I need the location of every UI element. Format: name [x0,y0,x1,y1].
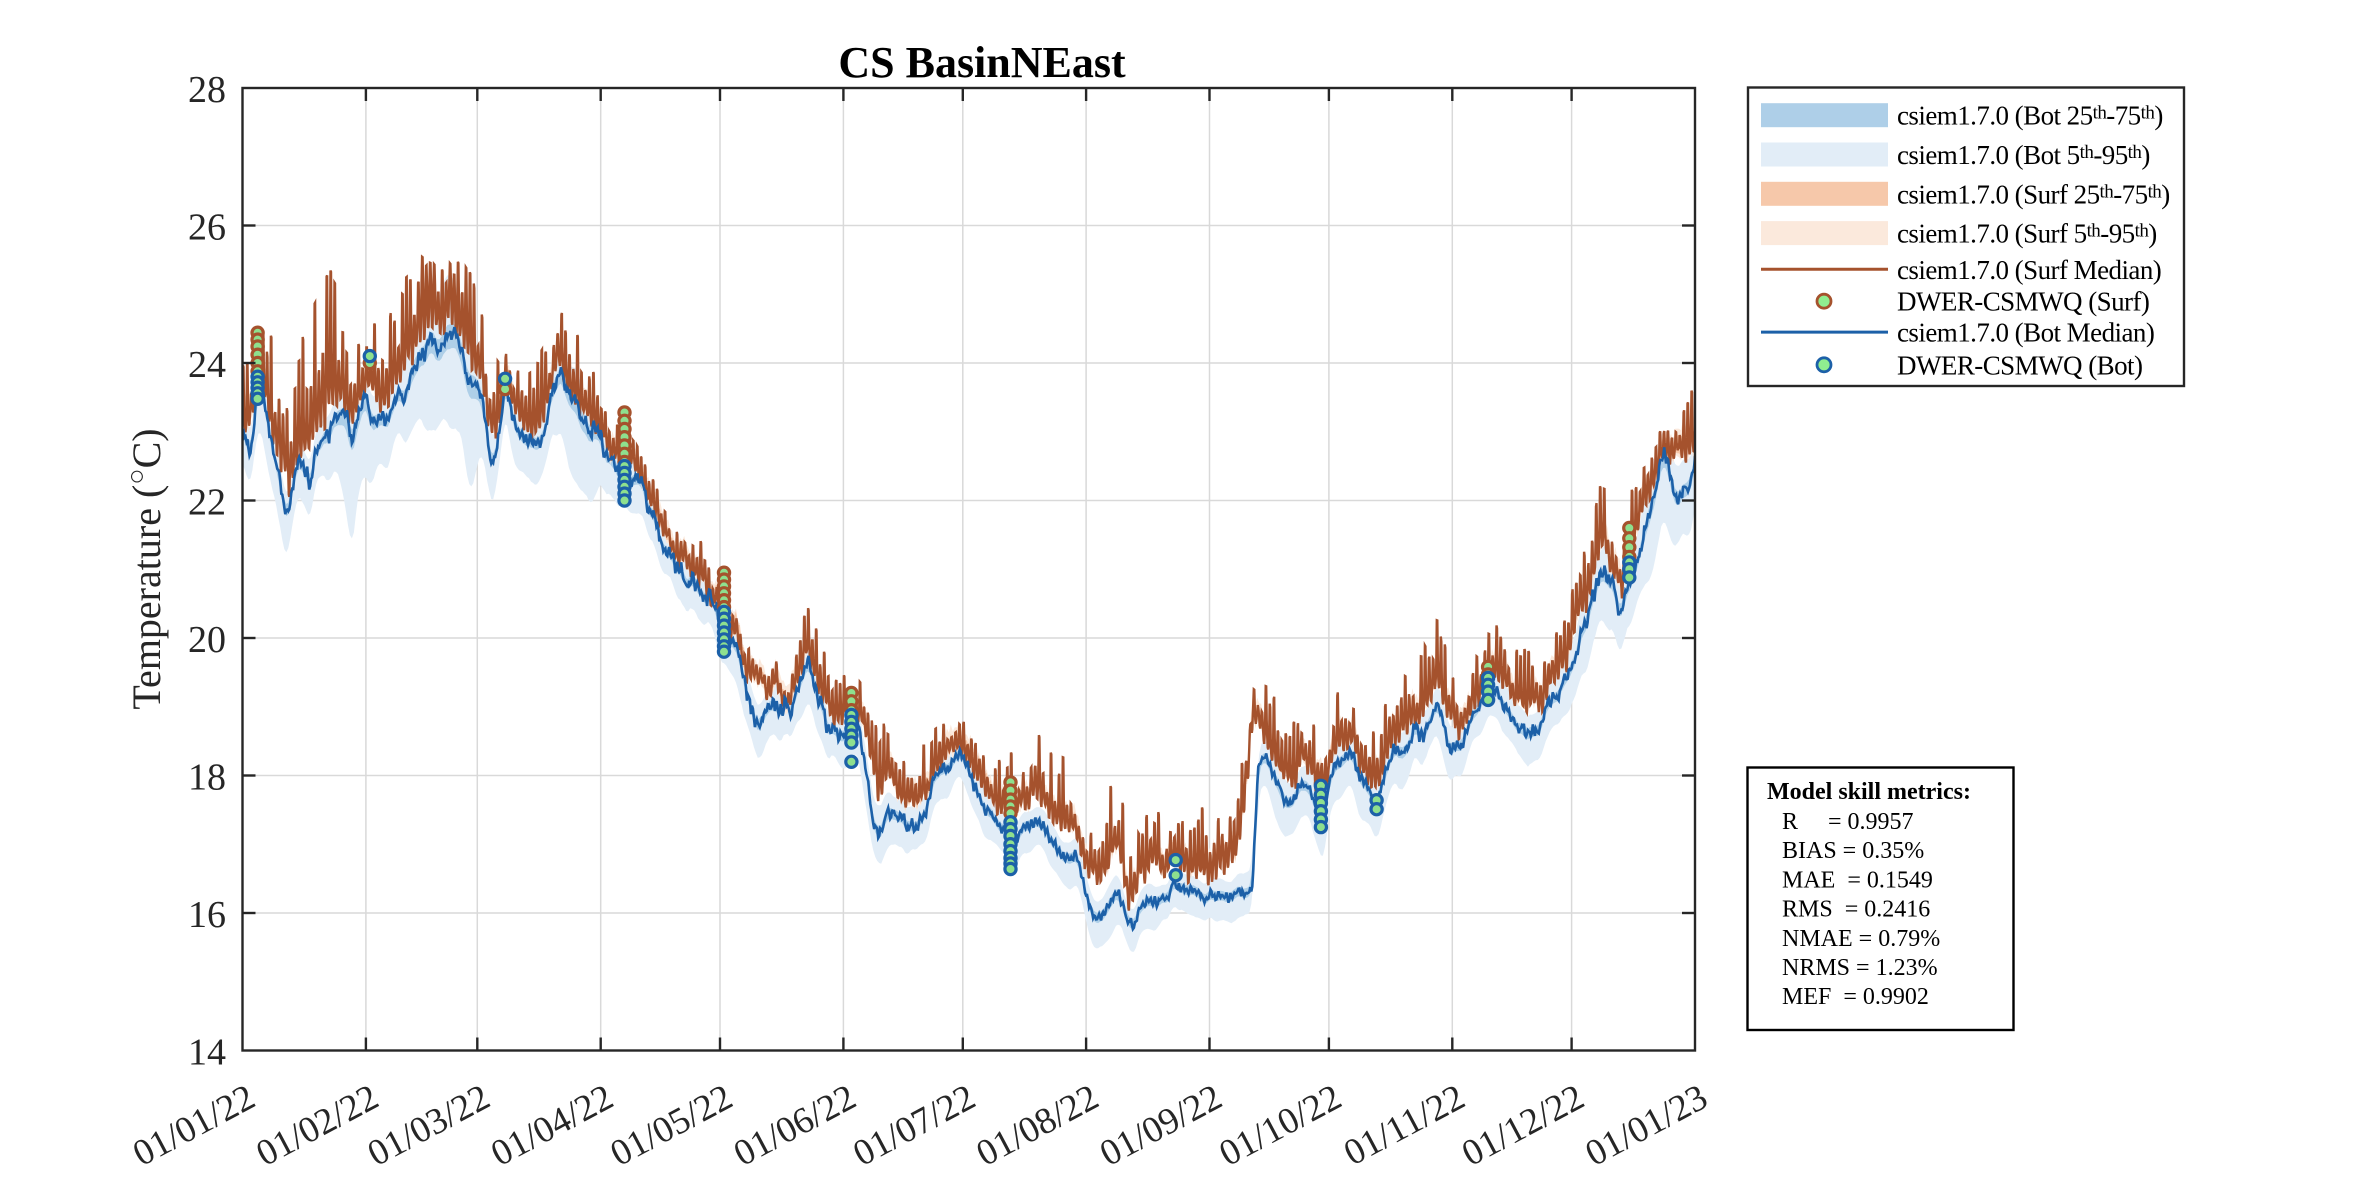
svg-text:CS BasinNEast: CS BasinNEast [838,38,1126,87]
svg-text:BIAS = 0.35%: BIAS = 0.35% [1782,838,1924,864]
svg-text:14: 14 [188,1032,226,1074]
svg-text:csiem1.7.0 (Bot Median): csiem1.7.0 (Bot Median) [1897,318,2154,348]
svg-text:DWER-CSMWQ (Surf): DWER-CSMWQ (Surf) [1897,287,2149,317]
svg-text:R = 0.9957: R = 0.9957 [1782,809,1914,835]
svg-text:NMAE = 0.79%: NMAE = 0.79% [1782,926,1940,952]
svg-text:20: 20 [188,619,226,661]
svg-text:NRMS = 1.23%: NRMS = 1.23% [1782,955,1938,981]
svg-text:MEF = 0.9902: MEF = 0.9902 [1782,984,1929,1010]
svg-text:csiem1.7.0 (Surf Median): csiem1.7.0 (Surf Median) [1897,255,2161,285]
svg-text:csiem1.7.0 (Bot 5th-95th): csiem1.7.0 (Bot 5th-95th) [1897,140,2150,170]
svg-text:28: 28 [188,69,226,111]
svg-text:16: 16 [188,894,226,936]
svg-text:RMS = 0.2416: RMS = 0.2416 [1782,897,1930,923]
svg-text:csiem1.7.0 (Bot 25th-75th): csiem1.7.0 (Bot 25th-75th) [1897,101,2163,131]
svg-text:24: 24 [188,344,226,386]
svg-text:MAE = 0.1549: MAE = 0.1549 [1782,867,1933,893]
svg-text:csiem1.7.0 (Surf 5th-95th): csiem1.7.0 (Surf 5th-95th) [1897,219,2157,249]
svg-text:22: 22 [188,482,226,524]
svg-text:Model skill metrics:: Model skill metrics: [1767,779,1971,805]
svg-text:DWER-CSMWQ (Bot): DWER-CSMWQ (Bot) [1897,350,2142,380]
svg-text:18: 18 [188,757,226,799]
svg-text:26: 26 [188,207,226,249]
svg-text:csiem1.7.0 (Surf 25th-75th): csiem1.7.0 (Surf 25th-75th) [1897,179,2170,209]
